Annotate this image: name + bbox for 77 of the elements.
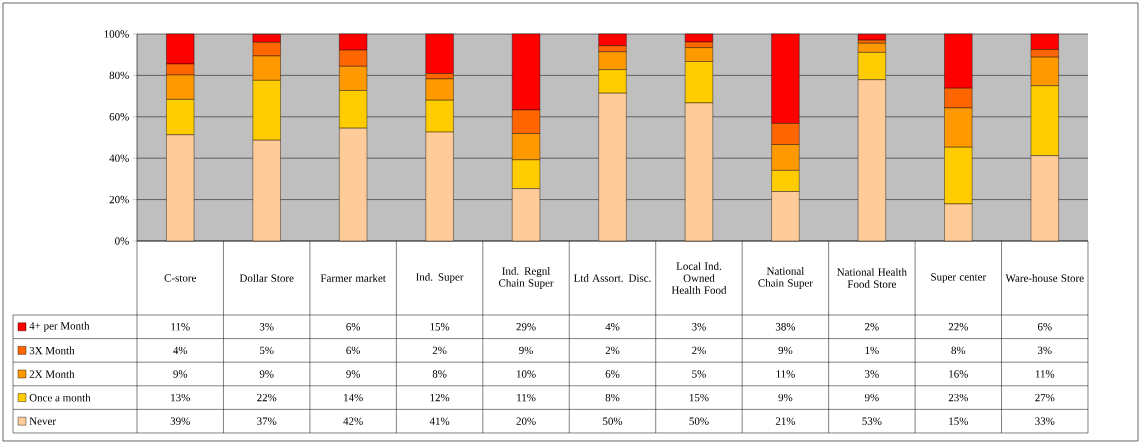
text: 2%: [432, 346, 447, 355]
x-tick-label: Ind. Super: [416, 273, 464, 283]
text: 21%: [775, 417, 796, 425]
legend-label: 2X Month: [29, 370, 75, 378]
y-tick-label: 80%: [109, 71, 129, 80]
text: 3%: [865, 370, 879, 378]
text: 39%: [170, 417, 190, 425]
text: 8%: [432, 370, 447, 378]
text: 38%: [775, 323, 796, 331]
text: 12%: [430, 393, 450, 402]
text: 41%: [429, 417, 450, 425]
text: 11%: [776, 370, 795, 378]
y-tick-label: 100%: [104, 30, 129, 38]
text: 16%: [949, 370, 968, 378]
text: 6%: [1037, 323, 1052, 331]
text: 5%: [692, 370, 706, 378]
text: 3%: [259, 323, 274, 331]
x-tick-label: Super center: [931, 273, 987, 283]
text: 22%: [948, 323, 968, 331]
text: 9%: [519, 346, 533, 355]
text: 9%: [778, 393, 793, 402]
y-tick-label: 0%: [115, 237, 129, 245]
text: 50%: [689, 417, 709, 425]
text: 15%: [949, 417, 968, 425]
y-tick-label: 40%: [109, 154, 129, 162]
text: 2%: [692, 346, 706, 355]
text: 8%: [605, 393, 620, 402]
text: 6%: [346, 346, 361, 355]
text: 11%: [171, 323, 190, 331]
x-tick-label: Ltd Assort. Disc.: [573, 274, 651, 282]
x-tick-label: Ind. Regnl Chain Super: [498, 267, 554, 289]
y-tick-label: 60%: [109, 113, 129, 121]
text: 4%: [173, 346, 188, 355]
text: 27%: [1035, 393, 1055, 402]
text: 14%: [344, 393, 363, 402]
text: 11%: [517, 393, 536, 402]
text: 22%: [257, 393, 277, 402]
text: 3%: [692, 323, 706, 331]
text: 9%: [173, 370, 188, 378]
text: 53%: [862, 417, 882, 425]
text: 3%: [1038, 346, 1052, 355]
text: 42%: [343, 417, 363, 425]
text: 20%: [516, 417, 536, 425]
legend-label: 3X Month: [29, 346, 75, 355]
text: 5%: [260, 346, 274, 355]
text: 10%: [516, 370, 536, 378]
x-tick-label: Dollar Store: [239, 274, 294, 282]
legend-label: 4+ per Month: [29, 321, 90, 332]
legend-label: Once a month: [29, 393, 91, 402]
text: 2%: [605, 346, 620, 355]
text: 13%: [171, 393, 190, 402]
text: 23%: [948, 393, 968, 402]
x-tick-label: National Chain Super: [758, 267, 813, 289]
x-tick-label: Ware-house Store: [1005, 274, 1084, 282]
text: 9%: [259, 370, 274, 378]
text: 6%: [605, 370, 620, 378]
text: 15%: [689, 393, 709, 402]
text: 6%: [346, 323, 361, 331]
text: 9%: [778, 346, 793, 355]
x-tick-label: Farmer market: [320, 274, 386, 282]
text: 11%: [1035, 370, 1055, 378]
x-tick-label: Local Ind. Owned Health Food: [671, 262, 727, 294]
x-tick-label: National Health Food Store: [837, 268, 907, 288]
text: 9%: [346, 370, 361, 378]
legend-label: Never: [29, 417, 56, 425]
x-tick-label: C-store: [164, 274, 196, 282]
text: 37%: [257, 417, 277, 425]
text: 9%: [864, 393, 879, 402]
y-tick-label: 20%: [109, 195, 129, 204]
text: 15%: [430, 323, 450, 331]
text: 8%: [951, 346, 966, 355]
text: 29%: [516, 323, 536, 331]
text: 1%: [865, 346, 879, 355]
text: 4%: [605, 323, 620, 331]
text: 33%: [1035, 417, 1055, 425]
text: 50%: [603, 417, 623, 425]
text: 2%: [865, 323, 879, 331]
